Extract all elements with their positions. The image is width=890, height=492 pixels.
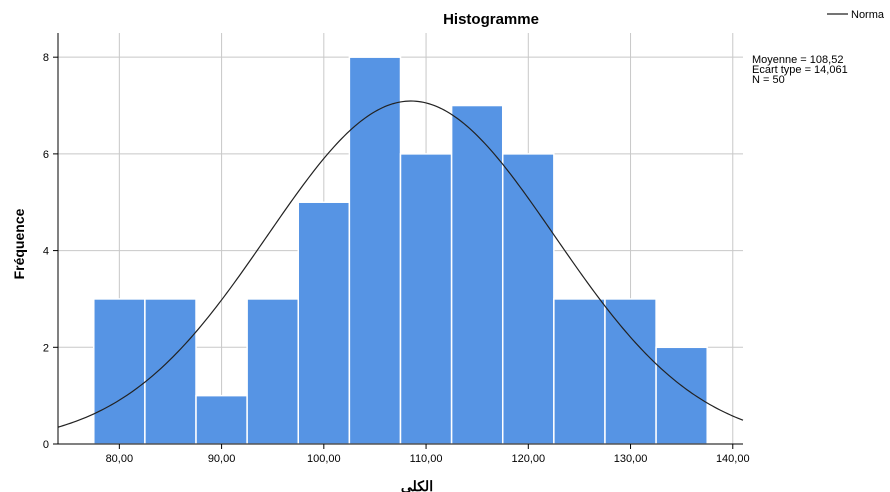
y-tick-label: 2 [43, 342, 49, 354]
y-tick-label: 0 [43, 439, 49, 451]
y-tick-label: 6 [43, 149, 49, 161]
histogram-bar [399, 153, 453, 445]
y-tick-label: 8 [43, 52, 49, 64]
histogram-bar [348, 56, 402, 445]
histogram-bar [93, 298, 146, 445]
x-tick-label: 80,00 [106, 453, 134, 465]
histogram-bars [93, 56, 708, 445]
x-tick-label: 140,00 [716, 453, 750, 465]
stat-line: N = 50 [752, 74, 785, 86]
histogram-bar [553, 298, 606, 445]
y-axis-ticks: 0 2 4 6 8 [43, 52, 58, 451]
histogram-bar [246, 298, 300, 445]
legend-label: Norma [851, 9, 885, 21]
x-tick-label: 110,00 [410, 453, 443, 465]
stat-line: Ecart type = 14,061 [752, 64, 848, 76]
chart-title: Histogramme [443, 11, 539, 28]
x-axis-ticks: 80,00 90,00 100,00 110,00 120,00 130,00 140,00 [106, 444, 750, 465]
y-axis-label: Fréquence [11, 208, 27, 279]
x-tick-label: 100,00 [307, 453, 341, 465]
x-tick-label: 130,00 [614, 453, 648, 465]
histogram-bar [501, 153, 555, 445]
histogram-bar [450, 104, 504, 445]
histogram-bar [144, 298, 197, 445]
normal-curve [57, 100, 744, 428]
histogram-bar [655, 346, 708, 445]
legend: Norma [827, 9, 885, 21]
x-axis-label: الكلي [401, 478, 433, 492]
y-tick-label: 4 [43, 246, 49, 258]
x-tick-label: 90,00 [208, 453, 236, 465]
histogram-bar [297, 201, 351, 445]
stat-line: Moyenne = 108,52 [752, 54, 843, 66]
histogram-bar [604, 298, 657, 445]
axes [57, 33, 743, 445]
x-tick-label: 120,00 [511, 453, 545, 465]
histogram-bar [195, 394, 248, 445]
